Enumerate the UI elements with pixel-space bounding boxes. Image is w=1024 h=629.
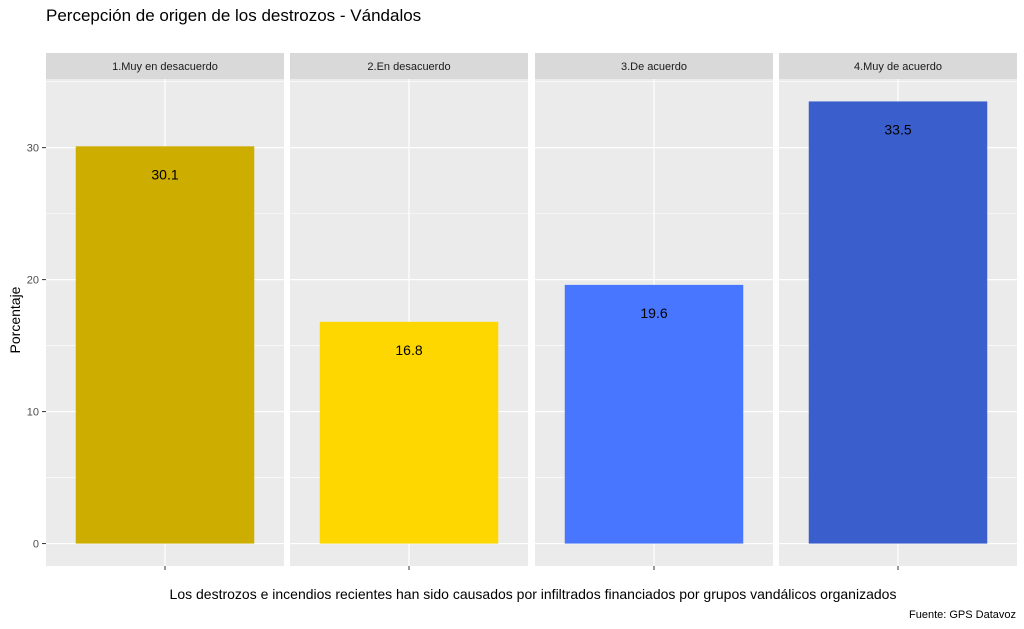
- facet-label: 3.De acuerdo: [621, 61, 687, 73]
- chart-title: Percepción de origen de los destrozos - …: [46, 6, 422, 25]
- bar: [564, 284, 744, 544]
- bar-value-label: 33.5: [884, 121, 911, 137]
- facet-label: 4.Muy de acuerdo: [854, 61, 942, 73]
- facet-label: 2.En desacuerdo: [367, 61, 450, 73]
- y-tick-label: 10: [27, 407, 39, 419]
- x-axis-label: Los destrozos e incendios recientes han …: [169, 586, 897, 602]
- y-tick-label: 20: [27, 275, 39, 287]
- bar-value-label: 30.1: [151, 166, 178, 182]
- y-tick-label: 0: [33, 539, 39, 551]
- bar-value-label: 16.8: [395, 342, 422, 358]
- bar: [75, 146, 255, 544]
- bar: [319, 321, 499, 544]
- y-tick-label: 30: [27, 143, 39, 155]
- facet-strip: [779, 53, 1017, 79]
- facet-label: 1.Muy en desacuerdo: [112, 61, 218, 73]
- facet-strip: [290, 53, 528, 79]
- facet-strip: [46, 53, 284, 79]
- bar: [808, 101, 988, 544]
- facet-strip: [535, 53, 773, 79]
- source-caption: Fuente: GPS Datavoz: [909, 609, 1016, 621]
- bar-value-label: 19.6: [640, 305, 667, 321]
